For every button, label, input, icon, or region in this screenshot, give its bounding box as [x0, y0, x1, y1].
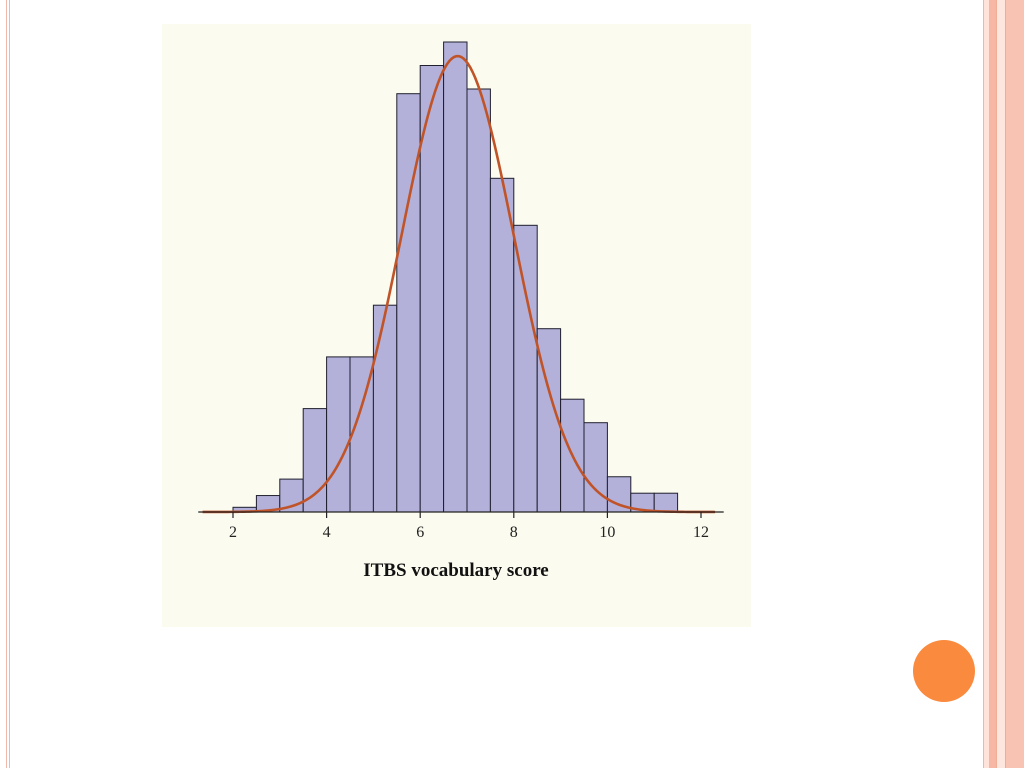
slide-right-border-stripe	[1006, 0, 1024, 768]
histogram-chart: 2 4 6 8 10 12 ITBS vocabulary score	[162, 24, 751, 627]
histogram-bar	[489, 177, 515, 513]
slide-right-border-stripe	[996, 0, 1006, 768]
x-tick-label: 6	[416, 524, 424, 541]
bars-layer	[232, 41, 679, 513]
histogram-bar	[372, 304, 398, 513]
histogram-bar	[653, 492, 679, 513]
slide-right-border-stripe	[989, 0, 996, 768]
histogram-bar	[396, 93, 421, 513]
x-axis-title: ITBS vocabulary score	[363, 560, 548, 581]
x-tick-label: 10	[599, 524, 615, 541]
histogram-bar	[302, 408, 328, 513]
slide-left-border	[6, 0, 10, 768]
x-tick-label: 12	[693, 524, 709, 541]
histogram-bar	[443, 41, 468, 513]
histogram-bar	[583, 422, 608, 513]
x-tick-label: 4	[323, 524, 331, 541]
slide-right-border-stripe	[983, 0, 989, 768]
orange-circle-decoration	[913, 640, 975, 702]
x-ticks-layer: 2 4 6 8 10 12	[229, 512, 709, 541]
normal-curve	[202, 54, 716, 514]
histogram-svg: 2 4 6 8 10 12 ITBS vocabulary score	[198, 41, 724, 581]
x-tick-label: 2	[229, 524, 237, 541]
x-tick-label: 8	[510, 524, 518, 541]
histogram-bar	[326, 356, 351, 513]
histogram-bar	[513, 224, 538, 513]
histogram-bar	[466, 88, 491, 513]
